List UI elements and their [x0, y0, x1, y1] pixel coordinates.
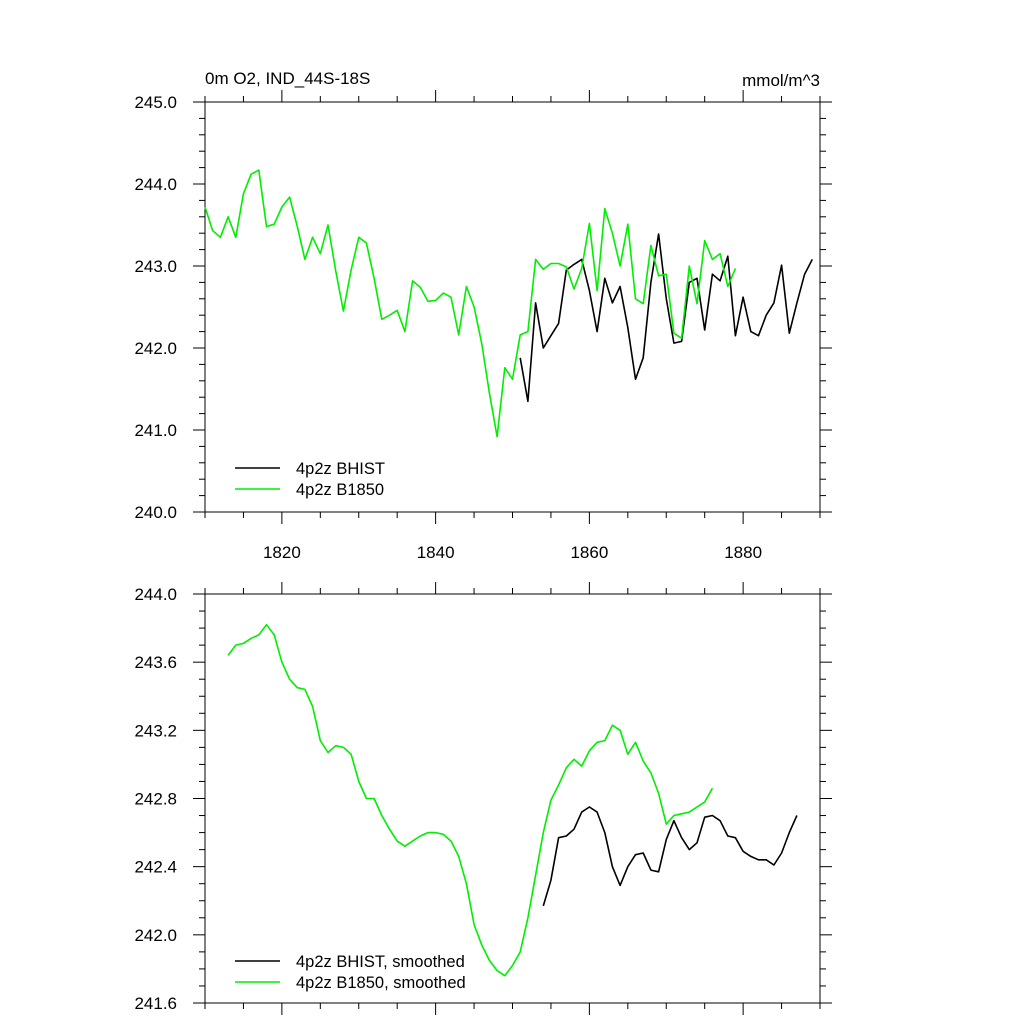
y-tick-label: 243.0 — [134, 257, 177, 276]
legend-label: 4p2z BHIST, smoothed — [296, 953, 465, 971]
series-line-bhist — [542, 806, 798, 907]
y-tick-label: 242.8 — [134, 790, 177, 809]
y-tick-label: 240.0 — [134, 503, 177, 522]
y-tick-label: 242.4 — [134, 858, 177, 877]
y-tick-label: 241.0 — [134, 421, 177, 440]
y-tick-label: 243.6 — [134, 653, 177, 672]
chart-title: 0m O2, IND_44S-18S — [205, 69, 370, 88]
series-line-b1850 — [227, 623, 714, 977]
bottom-panel: 241.6 242.0 242.4 242.8 243.2 243.6 244.0 4p2z … — [134, 582, 832, 1015]
x-tick-label: 1820 — [263, 543, 301, 562]
series-line-b1850 — [204, 169, 737, 438]
x-tick-label: 1840 — [417, 543, 455, 562]
legend-label: 4p2z B1850, smoothed — [296, 974, 466, 992]
y-tick-label: 241.6 — [134, 994, 177, 1013]
plot-frame — [204, 101, 821, 513]
top-panel: 1820 1840 1860 1880 240.0 241.0 242.0 243.0 244.… — [134, 90, 832, 562]
x-tick-label: 1860 — [570, 543, 608, 562]
y-tick-label: 242.0 — [134, 339, 177, 358]
units-label: mmol/m^3 — [742, 71, 820, 90]
y-tick-label: 242.0 — [134, 926, 177, 945]
legend-label: 4p2z B1850 — [296, 481, 384, 499]
series-line-bhist — [519, 233, 814, 403]
y-tick-label: 243.2 — [134, 721, 177, 740]
y-tick-label: 244.0 — [134, 585, 177, 604]
plot-frame — [204, 593, 821, 1004]
y-tick-label: 245.0 — [134, 93, 177, 112]
legend-label: 4p2z BHIST — [296, 460, 385, 478]
y-tick-label: 244.0 — [134, 175, 177, 194]
x-tick-label: 1880 — [724, 543, 762, 562]
